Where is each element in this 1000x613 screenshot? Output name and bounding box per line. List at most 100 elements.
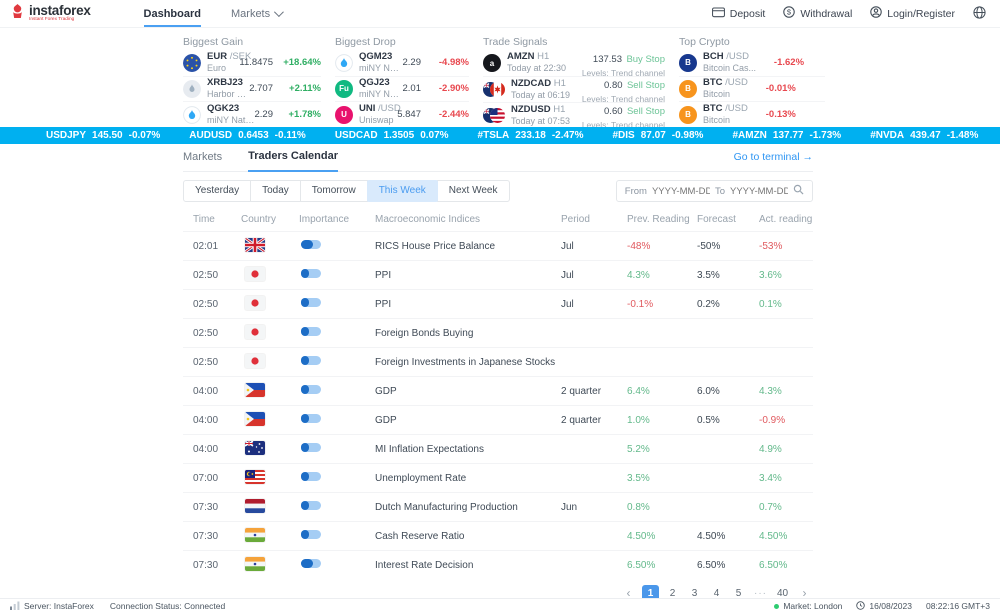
quote-item[interactable]: QGK23 miNY Natura... 2.29 +1.78% [183, 101, 321, 127]
trade-signal-item[interactable]: NZDUSD H1 Today at 07:53 0.60 Sell Stop … [483, 102, 665, 131]
forecast: 4.50% [697, 530, 726, 542]
uniswap-icon: U [335, 105, 353, 124]
event-index: GDP [375, 414, 397, 426]
quote-item[interactable]: EUR /SEK Euro 11.8475 +18.64% [183, 50, 321, 76]
event-time: 07:30 [193, 501, 219, 513]
prev-reading: 6.50% [627, 559, 656, 571]
ticker-item-USDCAD[interactable]: USDCAD 1.3505 0.07% [334, 130, 449, 141]
importance-indicator [301, 414, 321, 423]
pagination-page-40[interactable]: 40 [776, 588, 789, 599]
pagination-page-5[interactable]: 5 [735, 588, 742, 599]
pagination-page-ellipsis[interactable]: ··· [754, 588, 767, 599]
deposit-button[interactable]: Deposit [711, 6, 765, 21]
filter-chip-this-week[interactable]: This Week [366, 180, 438, 202]
trade-signal-item[interactable]: a AMZN H1 Today at 22:30 137.53 Buy Stop… [483, 50, 665, 78]
column-title-top-crypto: Top Crypto [679, 36, 730, 48]
column-header-forecast: Forecast [697, 213, 736, 225]
prev-reading: -48% [627, 240, 651, 252]
event-index: RICS House Price Balance [375, 240, 496, 252]
tab-traders-calendar[interactable]: Traders Calendar [248, 150, 338, 172]
actual-reading: -53% [759, 240, 783, 252]
harbor-gasoline-icon [183, 79, 201, 98]
ticker-item-NVDA[interactable]: #NVDA 439.47 -1.48% [870, 130, 979, 141]
crypto-item[interactable]: B BTC /USD Bitcoin -0.01% [679, 75, 825, 102]
crypto-symbol: BCH /USD [703, 51, 749, 63]
filter-chip-next-week[interactable]: Next Week [436, 180, 510, 202]
instaforex-logo[interactable]: instaforex Instant Forex Trading [10, 3, 91, 24]
pagination-page-3[interactable]: 3 [691, 588, 698, 599]
market-label: Market: London [783, 601, 843, 611]
ticker-item-DIS[interactable]: #DIS 87.07 -0.98% [612, 130, 704, 141]
calendar-row: 07:00 Unemployment Rate 3.5% 3.4% [183, 463, 813, 492]
search-icon[interactable] [793, 184, 804, 198]
crypto-item[interactable]: B BCH /USD Bitcoin Cas... -1.62% [679, 50, 825, 76]
date-to-input[interactable] [730, 185, 788, 197]
prev-reading: 4.3% [627, 269, 650, 281]
quote-value: 2.01 [402, 83, 422, 95]
quote-symbol: QGM23 [359, 51, 393, 63]
crypto-name: Bitcoin [703, 114, 731, 125]
btc-icon: B [679, 79, 697, 98]
importance-indicator [301, 298, 321, 307]
pagination-prev[interactable]: ‹ [626, 586, 631, 600]
column-title-trade-signals: Trade Signals [483, 36, 548, 48]
nav-dashboard[interactable]: Dashboard [144, 0, 201, 27]
signal-symbol: NZDUSD H1 [511, 103, 566, 115]
quote-name: Euro [207, 63, 227, 74]
crypto-item[interactable]: B BTC /USD Bitcoin -0.13% [679, 101, 825, 127]
quote-symbol: UNI /USD [359, 103, 401, 115]
ticker-item-TSLA[interactable]: #TSLA 233.18 -2.47% [477, 130, 584, 141]
quote-item[interactable]: XRBJ23 Harbor Gaso... 2.707 +2.11% [183, 75, 321, 102]
amazon-icon: a [483, 54, 501, 72]
quote-value: 11.8475 [239, 57, 273, 69]
calendar-row: 02:01 RICS House Price Balance Jul -48% … [183, 231, 813, 260]
importance-indicator [301, 327, 321, 336]
filter-chip-tomorrow[interactable]: Tomorrow [299, 180, 368, 202]
signal-time: Today at 06:19 [511, 89, 571, 100]
withdrawal-button[interactable]: $ Withdrawal [783, 6, 852, 21]
pagination-page-1[interactable]: 1 [642, 585, 659, 602]
quote-item[interactable]: U UNI /USD Uniswap 5.847 -2.44% [335, 101, 469, 127]
pagination-page-4[interactable]: 4 [713, 588, 720, 599]
signal-symbol: AMZN H1 [507, 51, 550, 63]
event-period: 2 quarter [561, 385, 602, 397]
crypto-name: Bitcoin Cas... [703, 63, 757, 74]
column-title-biggest-gain: Biggest Gain [183, 36, 244, 48]
calendar-table-body: 02:01 RICS House Price Balance Jul -48% … [183, 231, 813, 579]
signal-levels: Levels: Trend channel [581, 120, 665, 131]
prev-reading: 3.5% [627, 472, 650, 484]
date-from-input[interactable] [651, 185, 710, 197]
event-index: PPI [375, 298, 392, 310]
flag-nl-icon [245, 498, 265, 513]
column-header-act-reading: Act. reading [759, 213, 813, 225]
language-selector[interactable] [973, 5, 986, 22]
trade-signal-item[interactable]: NZDCAD H1 Today at 06:19 0.80 Sell Stop … [483, 76, 665, 104]
quote-item[interactable]: Fu QGJ23 miNY Natura... 2.01 -2.90% [335, 75, 469, 102]
ticker-item-AMZN[interactable]: #AMZN 137.77 -1.73% [732, 130, 842, 141]
login-register-button[interactable]: Login/Register [870, 6, 955, 21]
event-time: 04:00 [193, 414, 219, 426]
calendar-row: 02:50 Foreign Investments in Japanese St… [183, 347, 813, 376]
ticker-item-USDJPY[interactable]: USDJPY 145.50 -0.07% [46, 130, 161, 141]
flag-ph-icon [245, 411, 265, 426]
quote-change: +2.11% [289, 83, 321, 95]
eu-flag-icon [183, 53, 201, 72]
filter-chip-today[interactable]: Today [250, 180, 301, 202]
event-index: Foreign Bonds Buying [375, 327, 474, 339]
nav-markets[interactable]: Markets [231, 0, 284, 27]
event-index: PPI [375, 269, 392, 281]
quote-name: miNY Natura... [359, 63, 403, 74]
pagination-page-2[interactable]: 2 [669, 588, 676, 599]
importance-indicator [301, 472, 321, 481]
prev-reading: 5.2% [627, 443, 650, 455]
go-to-terminal-link[interactable]: Go to terminal → [733, 151, 813, 163]
ticker-item-AUDUSD[interactable]: AUDUSD 0.6453 -0.11% [189, 130, 306, 141]
filter-chip-yesterday[interactable]: Yesterday [183, 180, 252, 202]
pagination-next[interactable]: › [802, 586, 807, 600]
logo-name: instaforex [29, 2, 91, 18]
quote-item[interactable]: QGM23 miNY Natura... 2.29 -4.98% [335, 50, 469, 76]
calendar-row: 02:50 PPI Jul -0.1% 0.2% 0.1% [183, 289, 813, 318]
quote-change: -2.90% [438, 83, 469, 95]
prev-reading: 0.8% [627, 501, 650, 513]
tab-markets[interactable]: Markets [183, 151, 222, 171]
